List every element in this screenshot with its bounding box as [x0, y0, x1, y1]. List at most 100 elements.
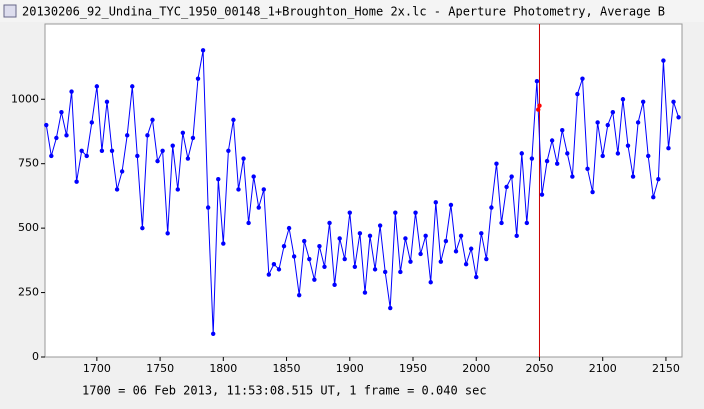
data-point: [130, 84, 135, 89]
data-point: [377, 223, 383, 228]
data-point: [504, 184, 509, 190]
data-point: [408, 259, 413, 264]
data-point: [99, 148, 105, 154]
data-point: [160, 148, 165, 154]
data-point: [403, 236, 408, 241]
data-point: [529, 156, 535, 161]
data-point: [479, 231, 484, 236]
data-point: [646, 153, 651, 159]
data-point: [276, 267, 282, 272]
data-point: [474, 274, 479, 280]
data-point: [347, 210, 352, 215]
data-point: [615, 151, 621, 156]
data-point: [54, 135, 59, 141]
data-point: [428, 280, 433, 285]
data-point: [241, 156, 246, 161]
window-title: 20130206_92_Undina_TYC_1950_00148_1+Brou…: [22, 5, 665, 19]
data-point: [281, 243, 287, 249]
data-point: [489, 205, 494, 210]
x-tick-label: 2000: [462, 362, 490, 375]
data-point: [226, 148, 231, 154]
data-point: [458, 233, 464, 239]
data-point: [302, 238, 307, 244]
data-point: [600, 153, 605, 159]
data-point: [236, 187, 241, 192]
data-point: [175, 187, 180, 192]
x-tick-label: 2100: [589, 362, 617, 375]
data-point: [79, 148, 84, 154]
y-tick-label: 750: [18, 157, 39, 170]
data-point: [372, 267, 378, 272]
x-tick-label: 1850: [273, 362, 301, 375]
data-point: [74, 179, 79, 184]
data-point: [398, 269, 403, 275]
data-point: [494, 161, 499, 166]
data-point: [656, 176, 661, 182]
x-tick-label: 1950: [399, 362, 427, 375]
data-point: [509, 174, 514, 179]
data-point: [104, 99, 110, 105]
x-tick-label: 1800: [209, 362, 237, 375]
data-point: [382, 269, 388, 275]
x-tick-label: 1700: [83, 362, 111, 375]
data-point: [453, 249, 459, 254]
data-point: [671, 99, 676, 105]
data-point: [595, 120, 600, 125]
data-point: [393, 210, 398, 215]
data-point: [362, 290, 368, 295]
data-point: [536, 107, 541, 112]
x-tick-label: 2150: [652, 362, 680, 375]
plot-area: [44, 23, 683, 358]
data-point: [190, 135, 196, 141]
data-point: [666, 146, 671, 151]
y-tick-label: 250: [18, 286, 39, 299]
data-point: [549, 138, 555, 143]
data-point: [84, 153, 89, 159]
data-point: [109, 148, 115, 154]
data-point: [114, 187, 120, 192]
data-point: [413, 210, 418, 215]
data-point: [448, 202, 454, 208]
data-point: [620, 97, 626, 102]
data-point: [514, 233, 519, 239]
data-point: [180, 130, 186, 135]
data-point: [676, 115, 681, 120]
data-point: [560, 127, 565, 133]
data-point: [519, 151, 524, 156]
data-point: [661, 58, 666, 63]
data-point: [135, 153, 140, 159]
data-point: [256, 205, 261, 210]
data-point: [221, 241, 226, 246]
data-point: [423, 233, 428, 239]
data-point: [388, 305, 393, 311]
data-point: [312, 277, 317, 282]
data-point: [205, 205, 211, 210]
y-tick-label: 1000: [11, 92, 39, 105]
data-point: [125, 133, 130, 138]
data-point: [590, 189, 595, 195]
data-point: [575, 91, 580, 97]
data-point: [185, 156, 191, 161]
data-point: [332, 282, 337, 288]
data-point: [580, 76, 585, 81]
data-point: [539, 192, 545, 197]
data-point: [640, 99, 646, 105]
series-line: [45, 50, 680, 334]
data-point: [585, 166, 590, 172]
data-point: [261, 187, 266, 192]
data-point: [438, 259, 444, 264]
data-point: [342, 256, 347, 262]
data-point: [246, 220, 251, 226]
data-point: [165, 231, 170, 236]
data-point: [231, 117, 236, 123]
data-point: [145, 133, 150, 138]
data-point: [216, 176, 221, 182]
data-point: [89, 120, 94, 125]
data-point: [59, 109, 64, 115]
data-point: [251, 174, 256, 179]
data-point: [605, 122, 610, 128]
data-point: [630, 174, 636, 179]
data-point: [291, 254, 297, 259]
data-point: [119, 169, 125, 174]
